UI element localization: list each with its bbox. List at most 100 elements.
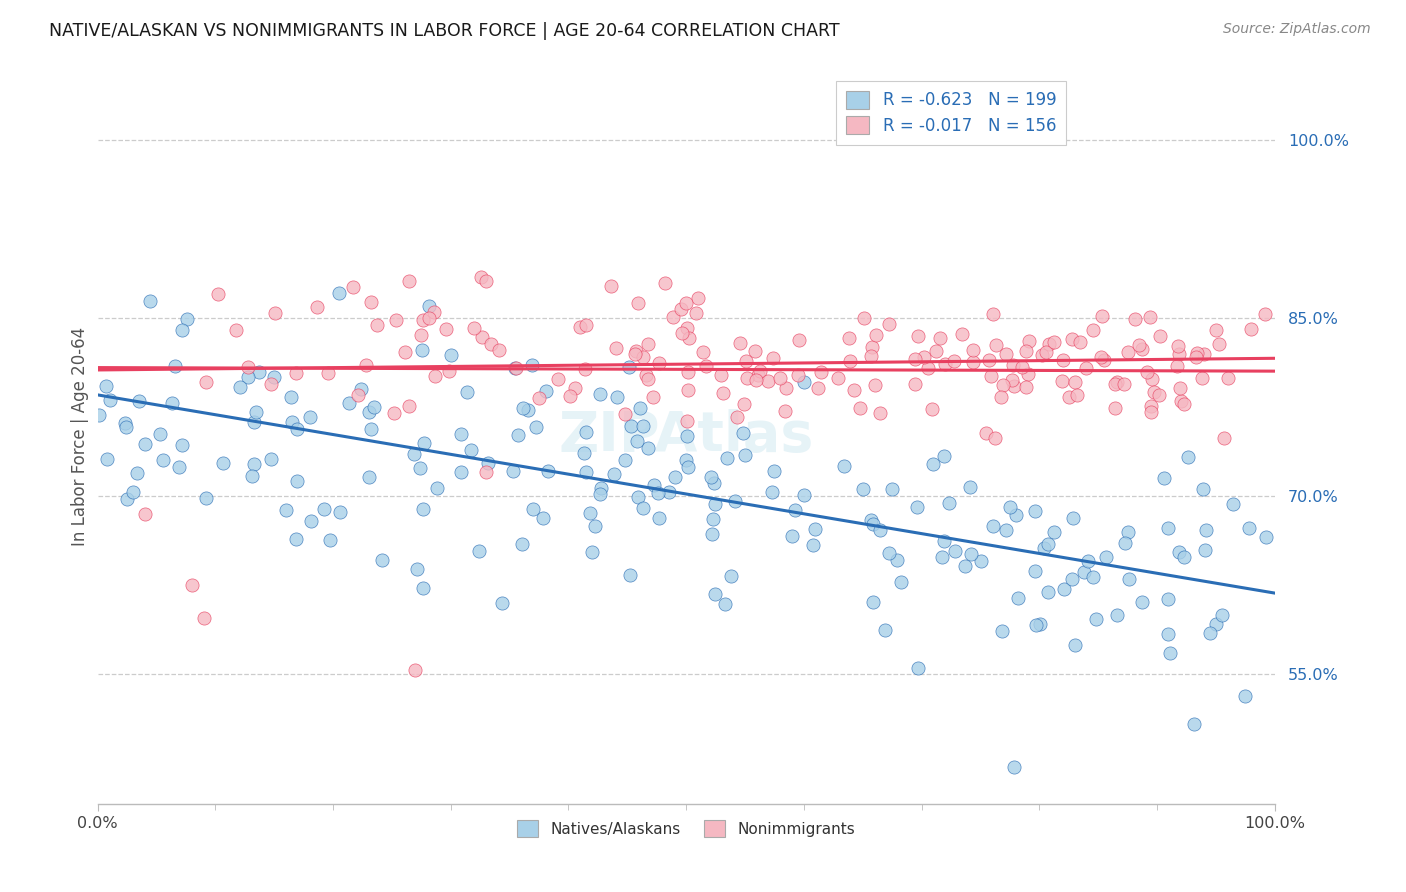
Point bbox=[491, 596, 513, 610]
Point bbox=[1139, 310, 1161, 324]
Point bbox=[912, 350, 935, 364]
Point bbox=[658, 484, 681, 499]
Point bbox=[1199, 625, 1222, 640]
Point bbox=[194, 376, 217, 390]
Point bbox=[1031, 348, 1053, 362]
Point bbox=[1064, 375, 1087, 389]
Point bbox=[418, 311, 440, 326]
Point bbox=[981, 308, 1004, 322]
Point bbox=[1032, 541, 1054, 555]
Point bbox=[517, 403, 540, 417]
Point bbox=[1024, 564, 1046, 578]
Point bbox=[860, 513, 883, 527]
Point bbox=[620, 418, 643, 433]
Point bbox=[588, 386, 610, 401]
Point bbox=[904, 351, 927, 366]
Point bbox=[115, 491, 138, 506]
Point bbox=[350, 383, 373, 397]
Point bbox=[357, 470, 380, 484]
Point bbox=[962, 355, 984, 369]
Point bbox=[631, 501, 654, 516]
Point bbox=[1130, 342, 1153, 356]
Point bbox=[456, 385, 478, 400]
Point bbox=[522, 502, 544, 516]
Point bbox=[412, 501, 434, 516]
Point bbox=[371, 553, 394, 567]
Point bbox=[522, 358, 544, 372]
Point bbox=[877, 546, 900, 560]
Point bbox=[929, 331, 952, 345]
Point bbox=[225, 323, 247, 337]
Point bbox=[298, 410, 321, 425]
Point bbox=[782, 529, 804, 543]
Point bbox=[475, 465, 498, 479]
Point bbox=[1116, 345, 1139, 359]
Point bbox=[619, 567, 641, 582]
Point bbox=[167, 459, 190, 474]
Point bbox=[285, 474, 308, 488]
Point bbox=[675, 295, 697, 310]
Point bbox=[734, 448, 756, 462]
Point bbox=[907, 329, 929, 343]
Point bbox=[96, 451, 118, 466]
Point bbox=[558, 389, 581, 403]
Point bbox=[991, 378, 1014, 392]
Point bbox=[134, 507, 156, 521]
Point bbox=[1007, 591, 1029, 605]
Point bbox=[984, 431, 1007, 445]
Point bbox=[245, 405, 267, 419]
Point bbox=[756, 374, 779, 388]
Point bbox=[905, 500, 928, 515]
Point bbox=[904, 376, 927, 391]
Point bbox=[1216, 371, 1239, 385]
Point bbox=[1182, 717, 1205, 731]
Point bbox=[512, 401, 534, 415]
Point bbox=[877, 317, 900, 331]
Point bbox=[860, 340, 883, 354]
Point bbox=[762, 351, 785, 365]
Point bbox=[468, 544, 491, 558]
Point bbox=[873, 624, 896, 638]
Point bbox=[1140, 372, 1163, 386]
Point bbox=[664, 470, 686, 484]
Point bbox=[409, 328, 432, 343]
Point bbox=[450, 427, 472, 442]
Point bbox=[152, 453, 174, 467]
Point bbox=[114, 416, 136, 430]
Point bbox=[1004, 508, 1026, 522]
Text: Source: ZipAtlas.com: Source: ZipAtlas.com bbox=[1223, 22, 1371, 37]
Point bbox=[470, 270, 492, 285]
Point bbox=[1095, 549, 1118, 564]
Point bbox=[1081, 570, 1104, 584]
Point bbox=[733, 397, 755, 411]
Point bbox=[488, 343, 510, 357]
Point bbox=[605, 341, 627, 355]
Point bbox=[1167, 339, 1189, 353]
Point bbox=[943, 543, 966, 558]
Point bbox=[524, 420, 547, 434]
Point bbox=[583, 519, 606, 533]
Point bbox=[398, 399, 420, 413]
Point bbox=[437, 363, 460, 377]
Point bbox=[839, 353, 862, 368]
Point bbox=[1064, 639, 1087, 653]
Point bbox=[329, 505, 352, 519]
Point bbox=[165, 359, 187, 374]
Point bbox=[720, 569, 742, 583]
Point bbox=[934, 449, 956, 463]
Point bbox=[643, 478, 665, 492]
Point bbox=[761, 484, 783, 499]
Point bbox=[1166, 359, 1188, 374]
Point bbox=[702, 511, 724, 525]
Y-axis label: In Labor Force | Age 20-64: In Labor Force | Age 20-64 bbox=[72, 326, 89, 546]
Point bbox=[801, 538, 824, 552]
Point bbox=[263, 369, 285, 384]
Point bbox=[648, 356, 671, 370]
Point bbox=[1254, 307, 1277, 321]
Point bbox=[626, 295, 648, 310]
Point bbox=[411, 343, 433, 358]
Point bbox=[1159, 647, 1181, 661]
Point bbox=[747, 368, 769, 382]
Point bbox=[1157, 591, 1180, 606]
Point bbox=[242, 415, 264, 429]
